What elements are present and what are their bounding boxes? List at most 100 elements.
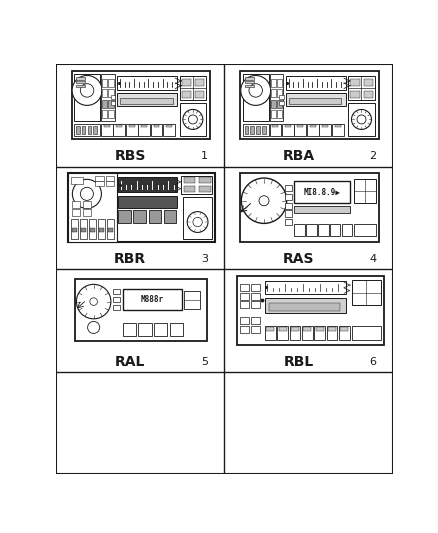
Bar (286, 76, 346, 90)
Bar (117, 93, 177, 107)
Bar (240, 301, 249, 308)
Bar (90, 228, 95, 232)
Text: 5: 5 (201, 357, 208, 367)
Bar (243, 74, 269, 121)
Bar (277, 110, 282, 118)
Bar (74, 74, 100, 121)
Bar (98, 219, 105, 239)
Text: RAS: RAS (283, 252, 314, 266)
Bar (106, 181, 114, 187)
Bar (285, 125, 291, 127)
Bar (123, 289, 182, 310)
Bar (364, 91, 373, 98)
Bar (271, 90, 276, 98)
Bar (117, 76, 177, 90)
Bar (240, 71, 379, 139)
Bar (269, 303, 340, 311)
Bar (154, 322, 167, 336)
Bar (113, 124, 125, 136)
Bar (245, 77, 254, 79)
Bar (108, 90, 113, 98)
Bar (118, 196, 177, 207)
Bar (285, 211, 292, 216)
Bar (271, 110, 276, 118)
Bar (285, 185, 292, 191)
Bar (330, 224, 340, 237)
Bar (95, 181, 104, 187)
Bar (265, 281, 346, 294)
Bar (83, 209, 91, 216)
Bar (335, 125, 341, 127)
Bar (75, 279, 207, 341)
Bar (332, 124, 343, 136)
Bar (184, 177, 195, 183)
Bar (282, 124, 294, 136)
Bar (294, 181, 350, 204)
Bar (89, 219, 95, 239)
Bar (116, 125, 122, 127)
Bar (181, 176, 212, 194)
Bar (163, 124, 175, 136)
Bar (83, 201, 91, 207)
Bar (269, 124, 281, 136)
Bar (277, 326, 288, 340)
Circle shape (80, 187, 93, 200)
Bar (237, 276, 384, 344)
Bar (318, 224, 328, 237)
Circle shape (72, 179, 102, 208)
Bar (138, 322, 152, 336)
Bar (195, 78, 204, 86)
Bar (184, 290, 200, 309)
Bar (240, 293, 249, 300)
Bar (262, 126, 266, 134)
Bar (120, 98, 173, 104)
Bar (294, 124, 306, 136)
Circle shape (357, 115, 366, 124)
Bar (251, 284, 260, 291)
Bar (251, 326, 260, 333)
Bar (76, 126, 80, 134)
Bar (71, 176, 83, 183)
Bar (126, 124, 138, 136)
Bar (113, 289, 120, 294)
Bar (307, 124, 318, 136)
Bar (93, 126, 97, 134)
Bar (180, 103, 206, 136)
Bar (285, 194, 292, 200)
Circle shape (188, 115, 198, 124)
Bar (285, 203, 292, 209)
Bar (72, 71, 210, 139)
Text: 3: 3 (201, 254, 208, 264)
Circle shape (352, 109, 371, 130)
Bar (277, 79, 282, 87)
Bar (243, 124, 269, 136)
Text: RBR: RBR (114, 252, 146, 266)
Text: 1: 1 (201, 151, 208, 161)
Bar (151, 124, 162, 136)
Bar (277, 90, 282, 98)
Bar (108, 100, 113, 108)
Text: RBL: RBL (283, 354, 314, 368)
Circle shape (241, 178, 287, 223)
Bar (76, 81, 85, 84)
Bar (316, 327, 324, 331)
Bar (342, 224, 352, 237)
Text: RBA: RBA (283, 149, 315, 163)
Bar (310, 125, 316, 127)
Bar (271, 79, 276, 87)
Bar (350, 78, 360, 86)
Bar (110, 95, 116, 99)
Bar (108, 79, 113, 87)
Bar (95, 176, 104, 181)
Bar (240, 284, 249, 291)
Bar (80, 219, 87, 239)
Bar (182, 91, 191, 98)
Bar (348, 103, 374, 136)
Bar (350, 91, 360, 98)
Circle shape (183, 109, 203, 130)
Bar (285, 219, 292, 225)
Circle shape (193, 217, 202, 227)
Bar (279, 95, 284, 99)
Bar (240, 173, 379, 242)
Bar (183, 197, 212, 239)
